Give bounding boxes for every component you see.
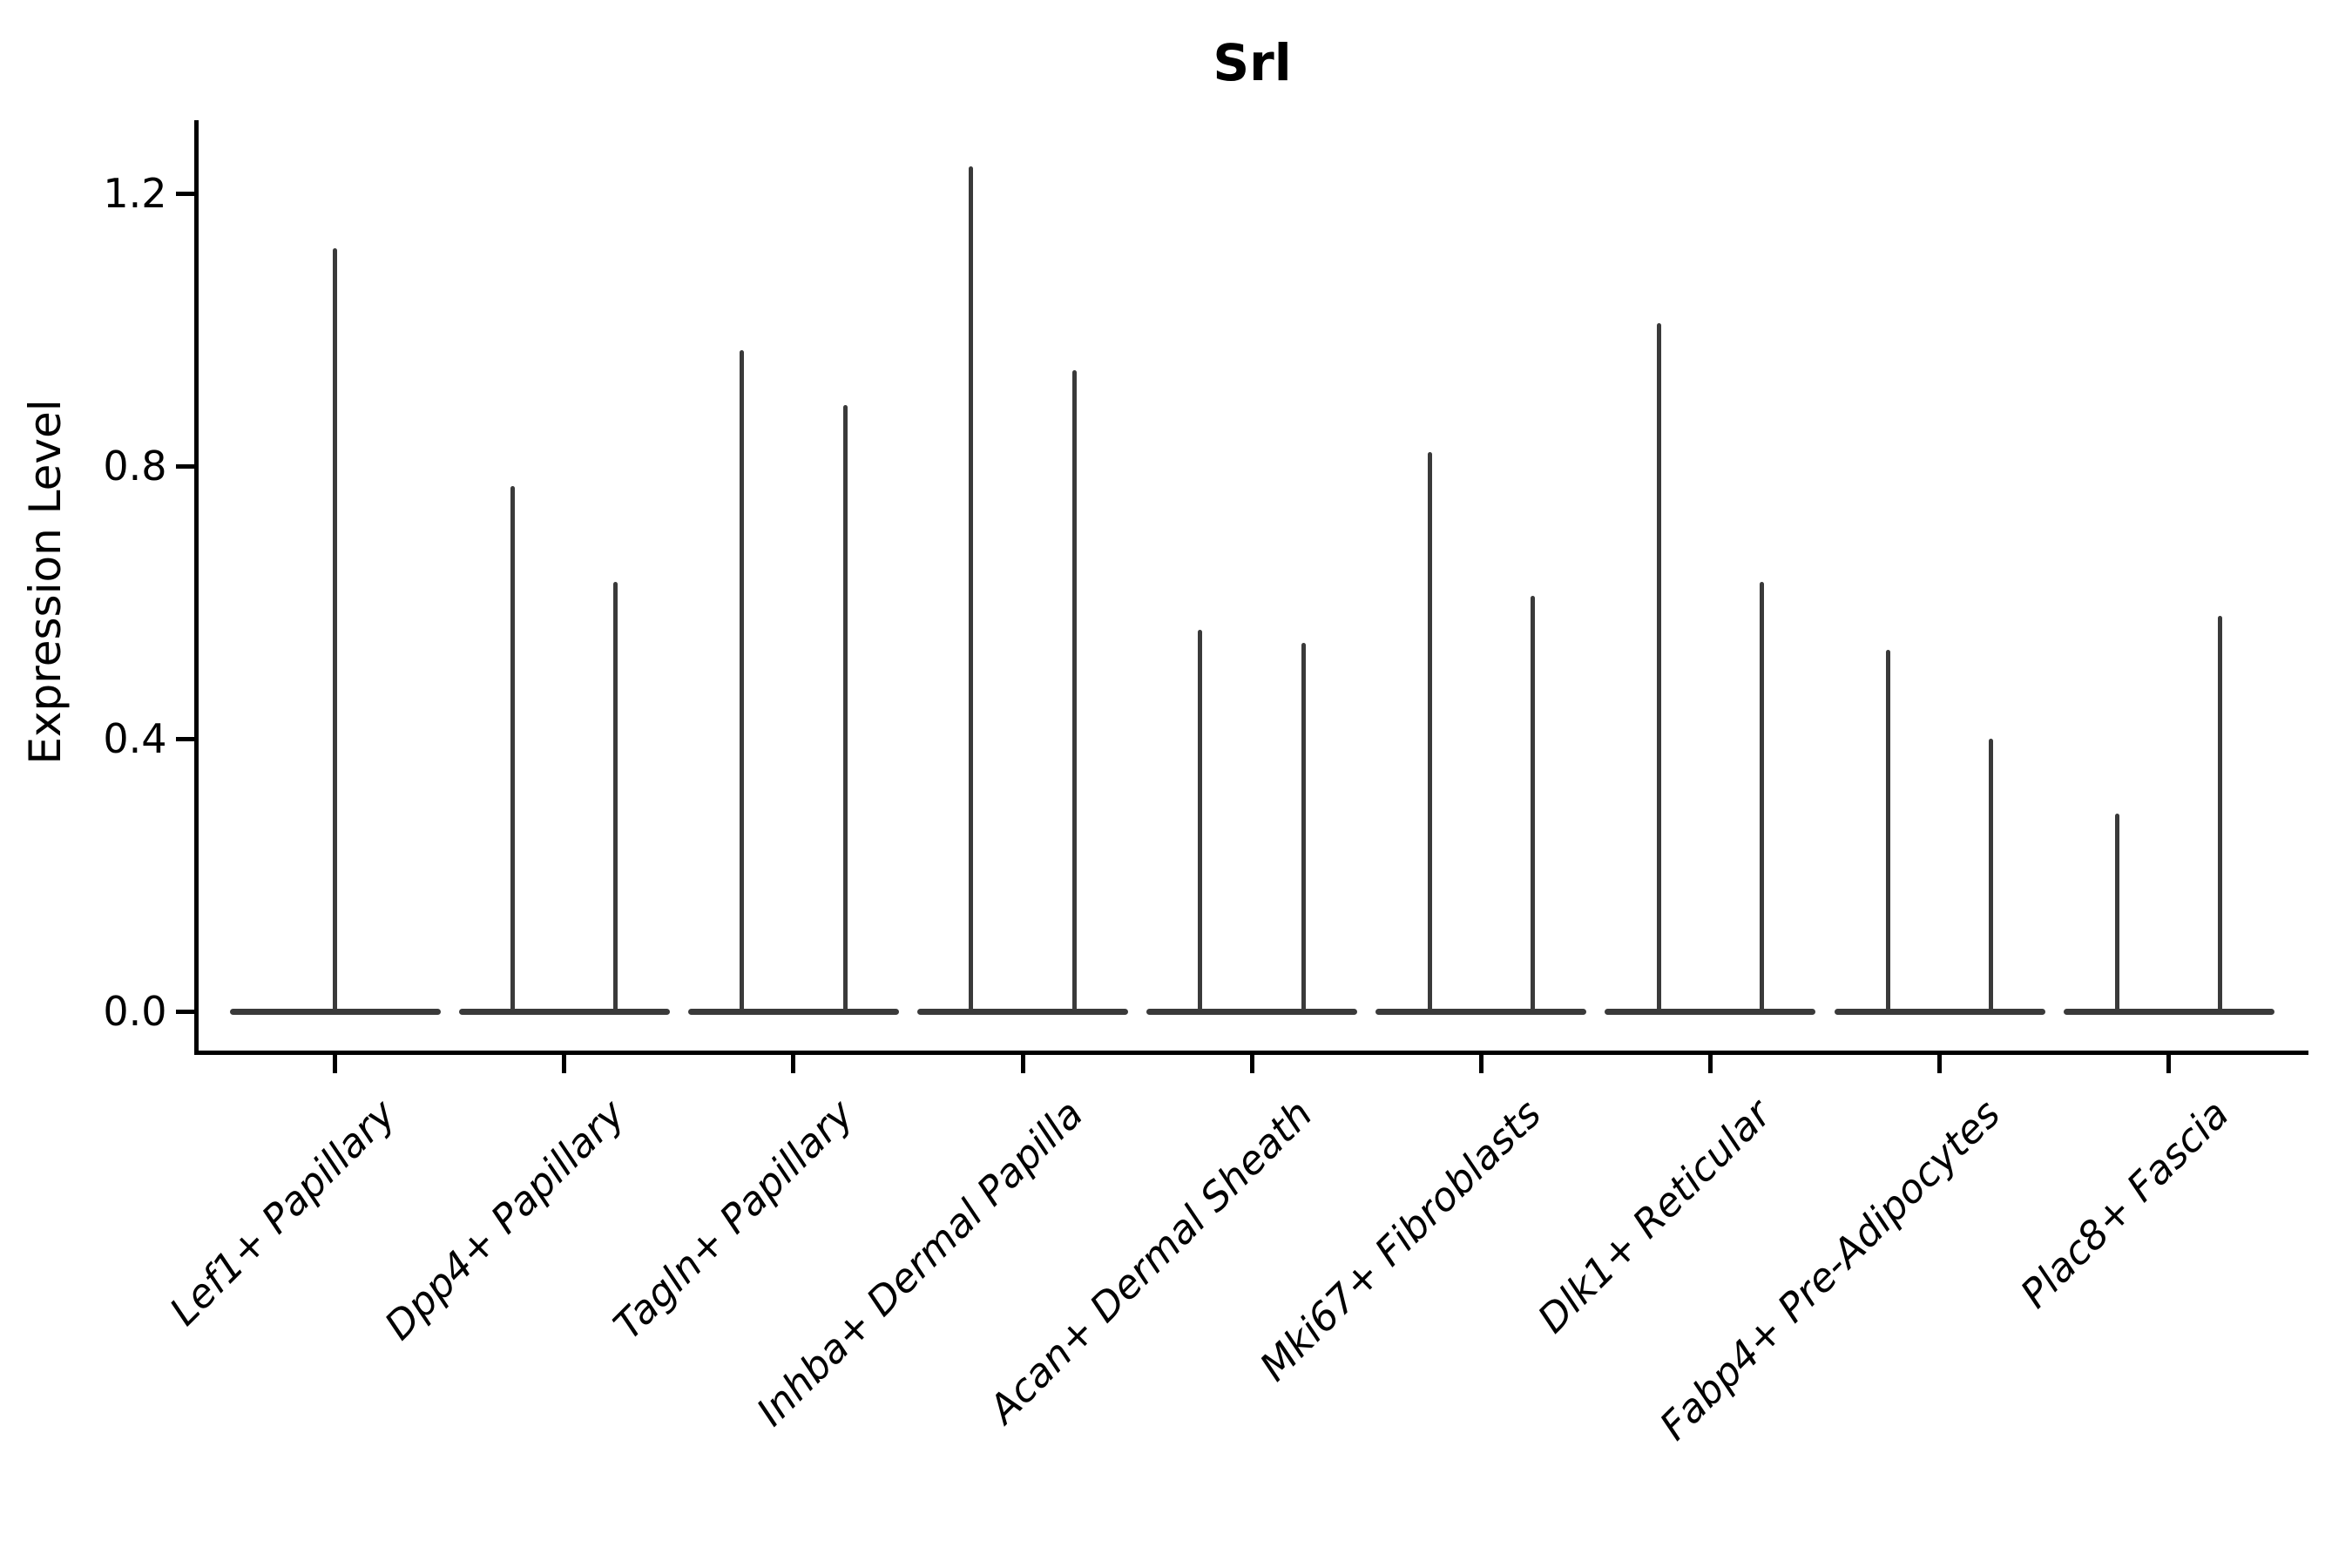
violin-base [1605,1008,1816,1015]
y-tickmark [175,736,194,741]
violin-spike [842,404,848,1011]
violin-spike [1989,739,1994,1011]
x-tick-label: Lef1+ Papillary [160,1091,405,1335]
x-tickmark [1478,1055,1484,1073]
x-tick-label: Dlk1+ Reticular [1528,1091,1780,1342]
violin-spike [1885,650,1890,1011]
violin-base [2063,1008,2274,1015]
violin-base [229,1008,441,1015]
x-axis-spine [193,1051,2308,1055]
x-tickmark [562,1055,567,1073]
y-tick-label: 0.4 [103,715,167,762]
violin-spike [1531,595,1535,1011]
violin-spike [1198,629,1203,1011]
y-tickmark [175,191,194,196]
x-tickmark [1937,1055,1943,1073]
violin-spike [510,486,516,1011]
violin-spike [1427,452,1432,1011]
violin-base [687,1008,899,1015]
violin-spike [1656,322,1661,1011]
y-tickmark [175,1009,194,1014]
violin-base [1834,1008,2045,1015]
violin-spike [333,247,338,1011]
violin-base [458,1008,670,1015]
y-tick-label: 0.0 [103,988,167,1035]
x-tickmark [791,1055,796,1073]
x-tick-label: Tagln+ Papillary [605,1091,863,1348]
violin-spike [1301,643,1306,1011]
violin-base [1375,1008,1587,1015]
violin-spike [969,166,974,1011]
x-tickmark [1707,1055,1713,1073]
y-axis-spine [193,120,199,1055]
x-tickmark [1020,1055,1025,1073]
violin-spike [2218,616,2223,1011]
x-tickmark [1249,1055,1254,1073]
y-tick-label: 1.2 [103,170,167,217]
x-tickmark [333,1055,338,1073]
violin-spike [740,349,745,1011]
y-tickmark [175,463,194,469]
violin-spike [1760,582,1765,1011]
x-tick-label: Dpp4+ Papillary [375,1091,634,1349]
y-tick-label: 0.8 [103,443,167,490]
y-axis-label: Expression Level [20,399,71,765]
chart-title: Srl [1213,33,1292,92]
violin-spike [1071,370,1077,1011]
violin-base [917,1008,1129,1015]
x-tickmark [2166,1055,2172,1073]
x-tick-label: Plac8+ Fascia [2011,1091,2239,1317]
violin-spike [2115,814,2119,1011]
violin-spike [613,582,618,1011]
violin-base [1146,1008,1358,1015]
